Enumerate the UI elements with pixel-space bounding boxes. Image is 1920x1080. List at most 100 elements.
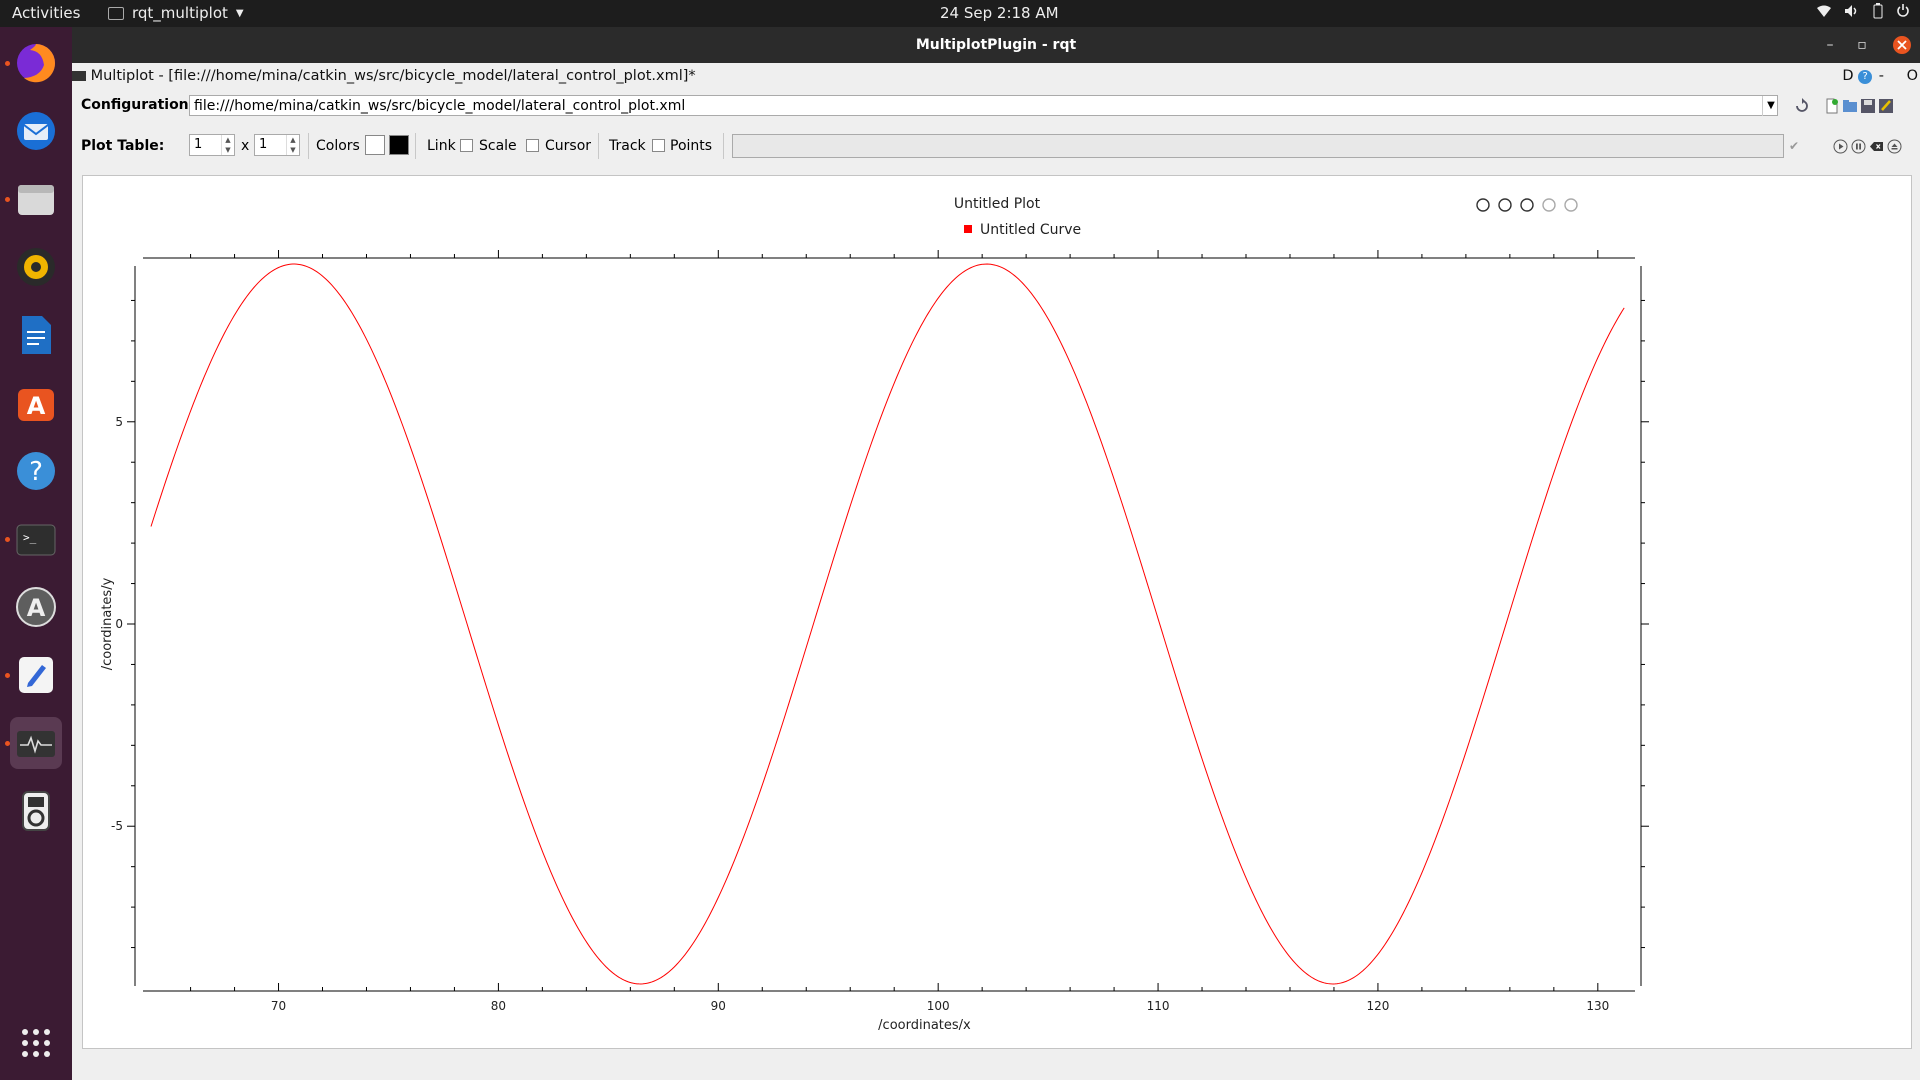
- minimize-button[interactable]: –: [1826, 37, 1834, 53]
- link-label: Link: [427, 138, 456, 154]
- rows-spinbox[interactable]: 1 ▲ ▼: [189, 134, 235, 156]
- x-tick-label: 120: [1366, 999, 1389, 1013]
- bag-filter-input[interactable]: [732, 134, 1784, 158]
- dock-show-apps[interactable]: [10, 1017, 62, 1069]
- window-titlebar[interactable]: MultiplotPlugin - rqt – ▫: [72, 27, 1920, 63]
- configuration-row: Configuration: file:///home/mina/catkin_…: [72, 91, 1920, 121]
- plugin-close-button[interactable]: O: [1906, 68, 1918, 84]
- separator: [723, 133, 724, 159]
- running-indicator: [5, 741, 10, 746]
- maximize-button[interactable]: ▫: [1857, 37, 1867, 53]
- track-points-checkbox[interactable]: [652, 139, 665, 152]
- software-updater-icon: A: [16, 587, 56, 627]
- plot-export-icon[interactable]: [1520, 198, 1534, 212]
- separator: [308, 133, 309, 159]
- ipod-icon: [22, 791, 50, 831]
- clear-icon[interactable]: [1868, 138, 1884, 154]
- files-icon: [18, 185, 54, 215]
- dock-files[interactable]: [10, 173, 62, 225]
- text-editor-icon: [19, 657, 53, 693]
- dock-ipod[interactable]: [10, 785, 62, 837]
- play-icon[interactable]: [1832, 138, 1848, 154]
- running-indicator: [5, 537, 10, 542]
- series-line-untitled-curve: [150, 263, 1625, 985]
- terminal-icon: >_: [16, 524, 56, 556]
- link-scale-checkbox[interactable]: [460, 139, 473, 152]
- separator: [598, 133, 599, 159]
- open-config-icon[interactable]: [1842, 98, 1858, 114]
- configuration-dropdown[interactable]: ▼: [1762, 96, 1779, 116]
- apply-check-icon[interactable]: ✔: [1788, 139, 1800, 153]
- y-tick-label: -5: [111, 819, 123, 833]
- plot-pause-icon[interactable]: [1476, 198, 1490, 212]
- plot-zoom-icon[interactable]: [1564, 198, 1578, 212]
- battery-icon: [1872, 3, 1884, 23]
- app-menu-label: rqt_multiplot: [132, 4, 228, 22]
- software-icon: A: [18, 389, 54, 421]
- save-config-icon[interactable]: [1860, 98, 1876, 114]
- plot-clear-icon[interactable]: [1498, 198, 1512, 212]
- plugin-minimize-button[interactable]: -: [1878, 68, 1884, 84]
- dock-rhythmbox[interactable]: [10, 241, 62, 293]
- activities-button[interactable]: Activities: [12, 4, 81, 22]
- dock-terminal[interactable]: >_: [10, 513, 62, 565]
- chevron-down-icon: ▼: [235, 7, 244, 19]
- plugin-title-bar: Multiplot - [file:///home/mina/catkin_ws…: [72, 64, 1920, 88]
- dock-software-updater[interactable]: A: [10, 581, 62, 633]
- spin-arrows[interactable]: ▲ ▼: [286, 135, 299, 155]
- scale-label: Scale: [479, 138, 517, 154]
- close-button[interactable]: [1888, 27, 1916, 63]
- chevron-down-icon: ▼: [1767, 100, 1775, 111]
- save-as-config-icon[interactable]: [1878, 98, 1894, 114]
- eject-icon[interactable]: [1886, 138, 1902, 154]
- reload-icon[interactable]: [1794, 98, 1810, 114]
- dock-text-editor[interactable]: [10, 649, 62, 701]
- x-tick-label: 130: [1586, 999, 1609, 1013]
- background-color-swatch[interactable]: [365, 135, 385, 155]
- dock-writer[interactable]: [10, 309, 62, 361]
- app-menu-icon: [108, 6, 124, 20]
- window-title: MultiplotPlugin - rqt: [915, 37, 1077, 53]
- times-label: x: [241, 138, 250, 154]
- plugin-icon: [72, 71, 86, 81]
- dock-software[interactable]: A: [10, 377, 62, 429]
- pause-icon[interactable]: [1850, 138, 1866, 154]
- cols-spinbox[interactable]: 1 ▲ ▼: [254, 134, 300, 156]
- configuration-input[interactable]: file:///home/mina/catkin_ws/src/bicycle_…: [189, 95, 1778, 116]
- plugin-title: Multiplot - [file:///home/mina/catkin_ws…: [90, 68, 696, 84]
- running-indicator: [5, 197, 10, 202]
- cursor-label: Cursor: [545, 138, 592, 154]
- dock-thunderbird[interactable]: [10, 105, 62, 157]
- plot-table-row: Plot Table: 1 ▲ ▼ x 1 ▲ ▼ Colors Link Scal…: [72, 131, 1920, 161]
- help-icon: ?: [1858, 70, 1873, 84]
- legend-swatch: [964, 225, 972, 233]
- firefox-icon: [17, 44, 56, 83]
- spin-arrows[interactable]: ▲ ▼: [221, 135, 234, 155]
- running-indicator: [5, 61, 10, 66]
- x-tick-label: 110: [1147, 999, 1170, 1013]
- x-tick-label: 100: [927, 999, 950, 1013]
- new-config-icon[interactable]: [1824, 98, 1840, 114]
- rqt-window: MultiplotPlugin - rqt – ▫ Multiplot - [f…: [72, 27, 1920, 1080]
- x-tick-label: 70: [271, 999, 286, 1013]
- plot-widget[interactable]: Untitled Plot Untitled Curve 70 80 90 100 110 1…: [82, 175, 1912, 1049]
- rqt-plot-icon: [17, 731, 55, 757]
- system-tray[interactable]: [1816, 3, 1910, 23]
- dock-widget-d: D: [1842, 68, 1854, 84]
- dock-rqt[interactable]: [10, 717, 62, 769]
- plugin-help-button[interactable]: D ? -: [1842, 64, 1884, 88]
- configuration-label: Configuration:: [81, 97, 195, 113]
- clock[interactable]: 24 Sep 2:18 AM: [940, 4, 1059, 22]
- track-label: Track: [609, 138, 646, 154]
- dock-firefox[interactable]: [10, 37, 62, 89]
- writer-icon: [22, 316, 51, 354]
- dock-help[interactable]: ?: [10, 445, 62, 497]
- app-menu[interactable]: rqt_multiplot ▼: [108, 4, 244, 22]
- chart-title: Untitled Plot: [954, 196, 1041, 212]
- cols-value: 1: [259, 137, 268, 152]
- foreground-color-swatch[interactable]: [389, 135, 409, 155]
- link-cursor-checkbox[interactable]: [526, 139, 539, 152]
- legend-label: Untitled Curve: [980, 222, 1081, 238]
- line-chart[interactable]: Untitled Plot Untitled Curve 70 80 90 100 110 1…: [83, 176, 1911, 1048]
- plot-settings-icon[interactable]: [1542, 198, 1556, 212]
